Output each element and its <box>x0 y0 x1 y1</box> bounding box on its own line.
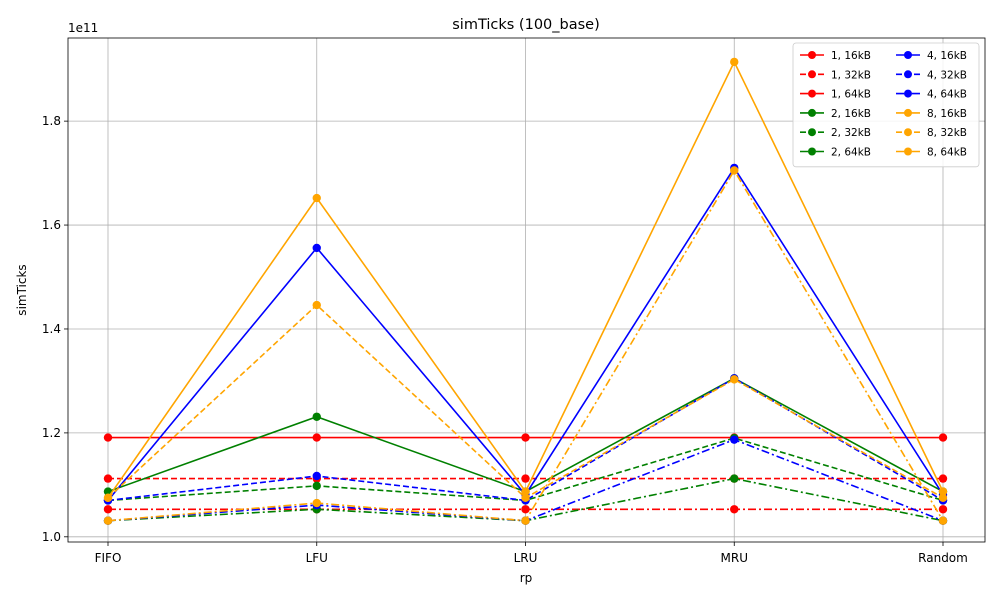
data-point <box>938 516 948 525</box>
data-point <box>938 474 948 483</box>
legend-marker <box>808 147 816 156</box>
data-point <box>938 505 948 514</box>
data-point <box>312 498 321 508</box>
x-tick-label: LFU <box>306 551 328 565</box>
legend-marker <box>904 89 912 98</box>
data-point <box>730 57 739 67</box>
legend-label: 4, 64kB <box>927 89 967 101</box>
data-point <box>103 516 113 525</box>
data-point <box>312 193 321 203</box>
legend-label: 1, 64kB <box>831 89 871 101</box>
legend-item: 4, 16kB <box>896 50 967 62</box>
legend-item: 2, 16kB <box>800 108 871 120</box>
legend-label: 8, 32kB <box>927 127 967 139</box>
data-point <box>103 433 113 442</box>
legend-item: 8, 64kB <box>896 147 967 159</box>
series-8-64kb <box>103 166 948 525</box>
data-point <box>521 505 530 514</box>
x-tick-label: FIFO <box>95 551 122 565</box>
legend-label: 1, 16kB <box>831 50 871 62</box>
data-point <box>312 300 321 310</box>
y-tick-label: 1.4 <box>42 322 61 336</box>
legend-marker <box>904 108 912 117</box>
data-point <box>938 433 948 442</box>
legend-marker <box>904 70 912 79</box>
axis-layer: FIFO LFU LRU MRU Random 1.0 1.2 1.4 1.6 1.8 <box>42 114 968 565</box>
legend-marker <box>904 147 912 156</box>
data-point <box>312 471 321 481</box>
data-point <box>730 375 739 384</box>
legend-label: 4, 32kB <box>927 69 967 81</box>
chart-title: simTicks (100_base) <box>452 17 600 33</box>
y-tick-label: 1.2 <box>42 426 61 440</box>
legend-item: 1, 32kB <box>800 69 871 81</box>
data-point <box>521 474 530 483</box>
legend-marker <box>808 108 816 117</box>
series-line <box>107 377 944 502</box>
data-point <box>521 516 530 525</box>
data-point <box>730 505 739 514</box>
data-point <box>312 433 321 442</box>
data-point <box>521 487 530 496</box>
legend-item: 8, 32kB <box>896 127 967 139</box>
legend-label: 2, 32kB <box>831 127 871 139</box>
series-8-32kb <box>103 300 948 503</box>
plot-frame <box>67 37 986 543</box>
legend-label: 1, 32kB <box>831 69 871 81</box>
legend-item: 1, 64kB <box>800 89 871 101</box>
legend-label: 8, 64kB <box>927 147 967 159</box>
legend-label: 2, 64kB <box>831 147 871 159</box>
legend-box <box>792 42 980 168</box>
data-point <box>103 493 113 503</box>
data-point <box>312 243 321 253</box>
data-point <box>730 435 739 444</box>
legend-marker <box>808 70 816 79</box>
legend-item: 4, 64kB <box>896 89 967 101</box>
data-point <box>312 481 321 491</box>
legend-marker <box>904 51 912 59</box>
data-point <box>938 493 948 503</box>
legend-item: 4, 32kB <box>896 69 967 81</box>
legend-item: 1, 16kB <box>800 50 871 62</box>
legend-item: 2, 64kB <box>800 147 871 159</box>
legend-label: 2, 16kB <box>831 108 871 120</box>
y-offset-text: 1e11 <box>68 21 98 35</box>
legend: 1, 16kB 1, 32kB 1, 64kB 2, 16kB 2, 32kB 2, 64… <box>792 42 980 168</box>
series-1-16kb <box>103 433 948 442</box>
legend-marker <box>808 51 816 59</box>
x-tick-label: MRU <box>721 551 748 565</box>
data-point <box>103 474 113 483</box>
legend-item: 2, 32kB <box>800 127 871 139</box>
series-1-64kb <box>103 505 948 514</box>
y-tick-label: 1.6 <box>42 218 61 232</box>
legend-item: 8, 16kB <box>896 108 967 120</box>
y-axis-label: simTicks <box>15 264 29 315</box>
x-tick-label: LRU <box>514 551 538 565</box>
x-axis-label: rp <box>520 571 533 585</box>
data-point <box>730 474 739 483</box>
data-point <box>521 433 530 442</box>
series-layer <box>103 57 948 525</box>
legend-marker <box>808 89 816 98</box>
y-tick-label: 1.0 <box>42 530 61 544</box>
x-tick-label: Random <box>918 551 968 565</box>
series-1-32kb <box>103 474 948 483</box>
data-point <box>103 505 113 514</box>
y-tick-label: 1.8 <box>42 114 61 128</box>
legend-marker <box>904 128 912 137</box>
data-point <box>730 166 739 175</box>
legend-label: 4, 16kB <box>927 50 967 62</box>
data-point <box>938 487 948 496</box>
legend-marker <box>808 128 816 137</box>
legend-label: 8, 16kB <box>927 108 967 120</box>
data-point <box>521 493 530 503</box>
data-point <box>312 412 321 421</box>
